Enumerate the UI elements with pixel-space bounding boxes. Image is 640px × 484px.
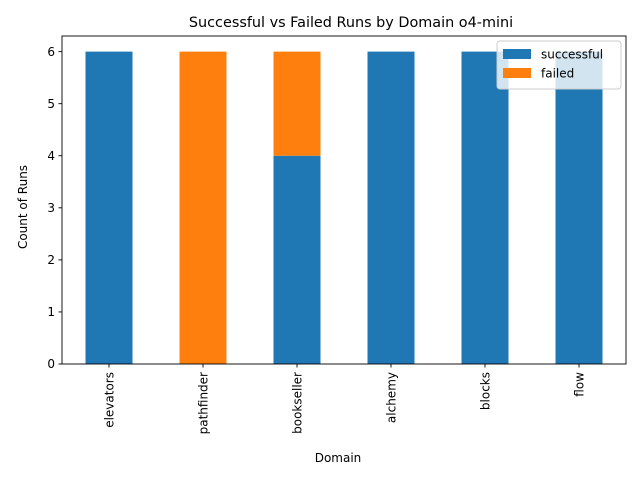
y-tick-label: 4 [47, 149, 55, 163]
legend-label-successful: successful [541, 48, 603, 62]
x-tick-label-alchemy: alchemy [384, 372, 398, 423]
bars-group [85, 51, 603, 365]
x-tick-label-elevators: elevators [102, 372, 116, 428]
x-axis: elevators pathfinder bookseller alchemy bloc… [102, 364, 586, 434]
bar-failed-bookseller [273, 51, 321, 156]
chart-title: Successful vs Failed Runs by Domain o4-m… [189, 15, 513, 31]
x-tick-label-blocks: blocks [478, 372, 492, 410]
y-tick-label: 3 [47, 201, 55, 215]
bar-successful-bookseller [273, 155, 321, 364]
bar-successful-blocks [461, 51, 509, 365]
y-tick-label: 1 [47, 305, 55, 319]
y-tick-label: 5 [47, 97, 55, 111]
legend-swatch-successful [503, 49, 531, 59]
y-axis: 0 1 2 3 4 5 6 [47, 45, 62, 371]
x-tick-label-flow: flow [572, 372, 586, 397]
x-tick-label-pathfinder: pathfinder [196, 372, 210, 434]
legend-swatch-failed [503, 68, 531, 78]
plot-frame [61, 35, 627, 365]
legend-label-failed: failed [541, 67, 574, 81]
bar-failed-pathfinder [179, 51, 227, 365]
bar-successful-alchemy [367, 51, 415, 365]
x-axis-label: Domain [315, 451, 362, 465]
y-tick-label: 6 [47, 45, 55, 59]
bar-successful-elevators [85, 51, 133, 365]
y-tick-label: 2 [47, 253, 55, 267]
x-tick-label-bookseller: bookseller [290, 372, 304, 434]
legend: successful failed [496, 40, 622, 90]
y-tick-label: 0 [47, 357, 55, 371]
y-axis-label: Count of Runs [16, 165, 30, 249]
bar-successful-flow [555, 51, 603, 365]
